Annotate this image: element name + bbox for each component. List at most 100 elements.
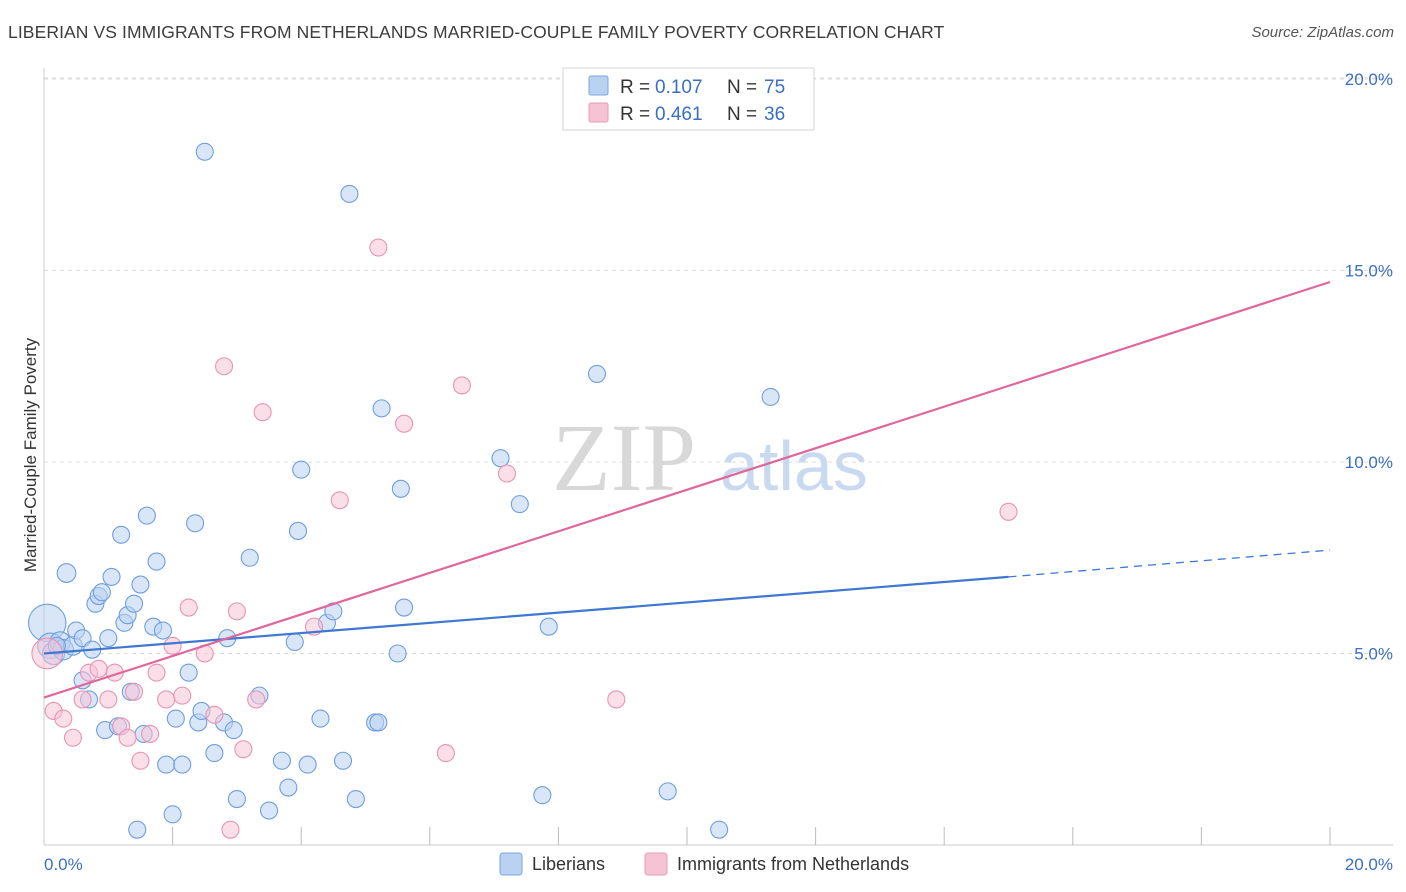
liberians-point xyxy=(131,575,150,594)
netherlands-point xyxy=(436,744,455,763)
liberians-point xyxy=(224,721,243,740)
liberians-trend-line xyxy=(43,575,1009,655)
netherlands-point xyxy=(607,690,626,709)
legend-n-value: 75 xyxy=(764,77,785,98)
netherlands-point xyxy=(497,464,517,483)
netherlands-point xyxy=(330,491,349,510)
liberians-point xyxy=(137,506,156,525)
liberians-point xyxy=(539,617,558,636)
liberians-point xyxy=(153,621,173,640)
liberians-point xyxy=(173,755,192,774)
watermark-zip: ZIP xyxy=(552,404,696,511)
grid xyxy=(44,77,1393,654)
liberians-point xyxy=(147,552,166,571)
liberians-point xyxy=(369,713,388,732)
liberians-point xyxy=(92,583,111,602)
legend-r-label: R = xyxy=(620,104,650,125)
bottom-legend-swatch-pink xyxy=(644,852,668,876)
liberians-point xyxy=(285,632,304,652)
netherlands-point xyxy=(227,602,246,621)
netherlands-point xyxy=(141,724,160,743)
netherlands-point xyxy=(179,598,198,617)
liberians-point xyxy=(279,778,298,797)
liberians-point xyxy=(240,548,259,567)
netherlands-point xyxy=(54,709,73,728)
legend-swatch-pink xyxy=(588,102,609,123)
liberians-point xyxy=(372,399,391,418)
y-tick-label: 5.0% xyxy=(1354,645,1393,664)
bottom-legend: Liberians Immigrants from Netherlands xyxy=(499,852,909,876)
legend-r-value: 0.107 xyxy=(655,77,703,98)
netherlands-point xyxy=(999,502,1018,521)
source-label: Source: ZipAtlas.com xyxy=(1251,24,1394,41)
x-tick-label: 0.0% xyxy=(44,855,83,874)
netherlands-point xyxy=(234,740,253,759)
liberians-point xyxy=(324,602,343,621)
chart-title: LIBERIAN VS IMMIGRANTS FROM NETHERLANDS … xyxy=(8,22,945,42)
liberians-point xyxy=(311,709,330,728)
netherlands-point xyxy=(205,705,224,724)
liberians-point xyxy=(391,479,410,498)
netherlands-point xyxy=(147,663,166,682)
legend-r-label: R = xyxy=(620,77,650,98)
netherlands-point xyxy=(221,820,240,839)
netherlands-point xyxy=(395,414,414,433)
liberians-point xyxy=(272,751,291,770)
tick-labels: 5.0% 10.0% 15.0% 20.0% 0.0% 20.0% xyxy=(44,70,1393,874)
legend-n-label: N = xyxy=(727,104,757,125)
netherlands-point xyxy=(369,238,388,257)
bottom-legend-netherlands: Immigrants from Netherlands xyxy=(677,854,909,874)
netherlands-point xyxy=(73,690,92,709)
liberians-point xyxy=(710,820,729,839)
legend-r-value: 0.461 xyxy=(655,104,703,125)
liberians-point xyxy=(186,514,205,533)
liberians-point xyxy=(124,594,144,613)
y-tick-label: 15.0% xyxy=(1345,262,1393,281)
liberians-point xyxy=(56,563,77,583)
bottom-legend-liberians: Liberians xyxy=(532,854,605,874)
liberians-point xyxy=(102,567,121,586)
liberians-point xyxy=(761,387,780,406)
liberians-point xyxy=(658,782,677,801)
liberians-point xyxy=(179,663,198,682)
liberians-point xyxy=(533,786,552,805)
x-tick-label: 20.0% xyxy=(1345,855,1393,874)
liberians-point xyxy=(333,751,353,770)
axes xyxy=(43,68,1393,846)
netherlands-point xyxy=(63,728,82,747)
legend-n-label: N = xyxy=(727,77,757,98)
liberians-point xyxy=(292,460,311,479)
netherlands-points xyxy=(31,238,1018,839)
liberians-point xyxy=(166,709,185,728)
y-tick-label: 20.0% xyxy=(1345,70,1393,89)
liberians-point xyxy=(157,755,176,774)
netherlands-point xyxy=(131,751,150,770)
liberians-point xyxy=(388,644,407,663)
y-tick-label: 10.0% xyxy=(1345,453,1393,472)
y-axis-title: Married-Couple Family Poverty xyxy=(21,337,40,572)
legend-n-value: 36 xyxy=(764,104,785,125)
liberians-point xyxy=(99,629,118,648)
netherlands-point xyxy=(118,728,137,747)
liberians-point xyxy=(195,142,214,161)
netherlands-point xyxy=(253,403,272,422)
liberians-point xyxy=(346,789,365,809)
netherlands-point xyxy=(163,636,182,655)
liberians-point xyxy=(227,789,246,809)
liberians-point xyxy=(205,744,224,763)
netherlands-point xyxy=(124,682,144,701)
legend-swatch-blue xyxy=(588,75,609,96)
liberians-point xyxy=(491,449,510,468)
liberians-point xyxy=(288,521,308,540)
liberians-point xyxy=(510,495,529,514)
bottom-legend-swatch-blue xyxy=(499,852,523,876)
netherlands-point xyxy=(173,686,192,705)
trend-lines xyxy=(43,280,1331,699)
liberians-point xyxy=(298,755,317,774)
liberians-point xyxy=(395,598,414,617)
netherlands-point xyxy=(157,690,176,709)
netherlands-point xyxy=(99,690,118,709)
netherlands-point xyxy=(452,376,472,395)
netherlands-point xyxy=(214,357,234,376)
